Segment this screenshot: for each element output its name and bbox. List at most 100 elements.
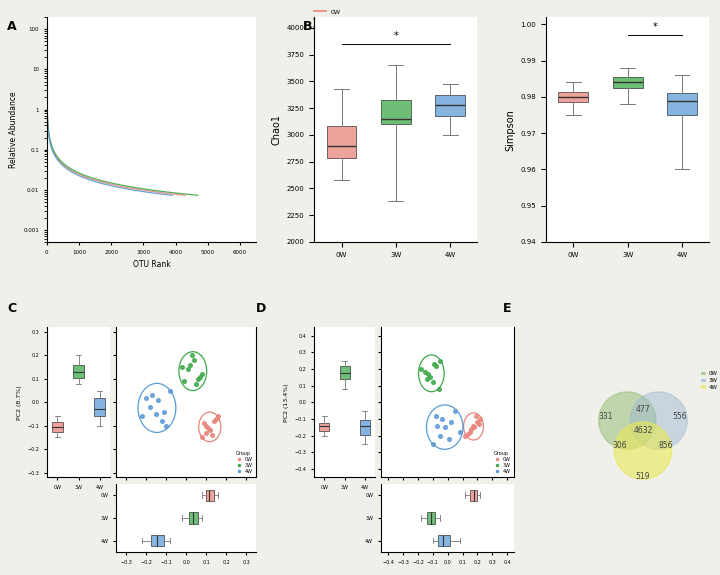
Point	[153, 396, 164, 405]
Y-axis label: PC2 (13.4%): PC2 (13.4%)	[284, 383, 289, 421]
Point	[189, 355, 200, 365]
Point	[137, 412, 148, 421]
Point	[176, 363, 188, 372]
PathPatch shape	[327, 126, 356, 159]
Point	[430, 361, 441, 370]
Point	[424, 373, 436, 382]
Point	[191, 379, 202, 388]
Legend: 0W, 3W, 4W: 0W, 3W, 4W	[315, 9, 341, 30]
Point	[158, 407, 170, 416]
PathPatch shape	[150, 535, 163, 546]
Point	[184, 360, 196, 369]
PathPatch shape	[73, 365, 84, 378]
Point	[204, 426, 216, 435]
Point	[164, 386, 176, 395]
Circle shape	[598, 392, 656, 449]
Point	[466, 424, 477, 434]
X-axis label: PC1 (27%): PC1 (27%)	[170, 496, 202, 500]
Text: 556: 556	[672, 412, 686, 421]
Point	[464, 428, 476, 437]
Circle shape	[630, 392, 688, 449]
Point	[202, 423, 214, 432]
Point	[449, 406, 461, 415]
Text: D: D	[256, 302, 266, 315]
Text: 856: 856	[659, 440, 673, 450]
Y-axis label: Relative Abundance: Relative Abundance	[9, 91, 18, 168]
Point	[454, 428, 465, 437]
X-axis label: PC1 (20.8%): PC1 (20.8%)	[428, 496, 467, 500]
Point	[210, 414, 222, 423]
PathPatch shape	[436, 95, 465, 116]
Point	[200, 421, 212, 430]
Point	[470, 411, 482, 420]
Text: C: C	[7, 302, 17, 315]
Point	[199, 419, 210, 428]
Point	[420, 367, 431, 377]
Point	[150, 409, 162, 419]
Legend: 0W, 3W, 4W: 0W, 3W, 4W	[492, 450, 512, 475]
Point	[212, 412, 224, 421]
PathPatch shape	[613, 77, 642, 88]
Legend: 0W, 3W, 4W: 0W, 3W, 4W	[701, 371, 717, 390]
Text: 4632: 4632	[634, 426, 653, 435]
Text: 331: 331	[598, 412, 613, 421]
Point	[179, 377, 190, 386]
Point	[147, 390, 158, 400]
Point	[161, 421, 172, 430]
Point	[430, 411, 441, 420]
Point	[463, 430, 474, 439]
Circle shape	[614, 422, 672, 479]
Y-axis label: Chao1: Chao1	[271, 114, 281, 145]
Point	[156, 416, 168, 426]
PathPatch shape	[94, 398, 105, 416]
Point	[194, 372, 206, 381]
Point	[431, 421, 443, 430]
Text: 519: 519	[636, 472, 650, 481]
Text: 477: 477	[636, 405, 650, 414]
Point	[197, 433, 208, 442]
Point	[434, 356, 446, 365]
Text: *: *	[652, 22, 657, 32]
PathPatch shape	[52, 421, 63, 432]
Point	[427, 439, 438, 448]
PathPatch shape	[667, 93, 697, 115]
Point	[186, 351, 198, 360]
Y-axis label: PC2 (8.7%): PC2 (8.7%)	[17, 385, 22, 420]
Point	[434, 431, 446, 440]
Point	[439, 423, 451, 432]
Point	[445, 417, 456, 427]
Point	[460, 431, 472, 440]
PathPatch shape	[558, 91, 588, 102]
Point	[140, 393, 152, 402]
Point	[444, 434, 455, 443]
Point	[421, 374, 433, 384]
Point	[423, 369, 434, 378]
Point	[208, 416, 220, 426]
Point	[474, 415, 486, 424]
PathPatch shape	[340, 366, 350, 378]
Text: *: *	[394, 31, 398, 41]
Text: B: B	[302, 20, 312, 33]
Point	[192, 374, 204, 384]
Point	[207, 431, 218, 440]
Point	[145, 402, 156, 412]
Legend: 0W, 3W, 4W: 0W, 3W, 4W	[233, 450, 253, 475]
Point	[415, 365, 427, 374]
Point	[467, 421, 479, 430]
PathPatch shape	[438, 535, 450, 546]
Text: A: A	[7, 20, 17, 33]
Point	[182, 365, 194, 374]
Point	[472, 417, 483, 427]
PathPatch shape	[470, 489, 477, 501]
Point	[473, 419, 485, 428]
Text: E: E	[503, 302, 511, 315]
Point	[436, 415, 448, 424]
PathPatch shape	[381, 99, 411, 124]
Point	[433, 384, 444, 393]
PathPatch shape	[206, 489, 214, 501]
X-axis label: OTU Rank: OTU Rank	[132, 260, 171, 269]
PathPatch shape	[189, 512, 198, 524]
Point	[200, 428, 212, 438]
Point	[469, 423, 480, 432]
PathPatch shape	[320, 423, 330, 431]
